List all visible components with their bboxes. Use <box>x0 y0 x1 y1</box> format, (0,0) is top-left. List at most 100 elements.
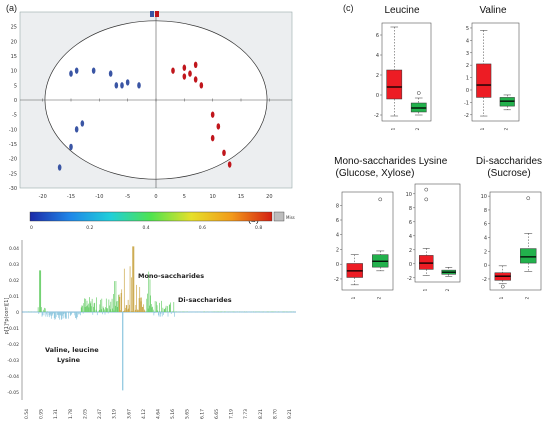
boxplot-x-tick-label: 2 <box>445 288 451 291</box>
boxplot-y-tick-label: -1 <box>464 100 469 106</box>
scatter-point <box>210 111 215 118</box>
colorbar-tick-label: 0 <box>30 225 33 231</box>
line-y-tick-label: -0.03 <box>7 358 19 364</box>
x-tick-label: 0 <box>154 194 157 200</box>
boxplot-y-tick-label: 10 <box>481 194 487 200</box>
boxplot-x-tick-label: 1 <box>480 127 486 130</box>
x-tick-label: 5 <box>183 194 186 200</box>
boxplot-y-tick-label: 8 <box>484 208 487 214</box>
scatter-point <box>125 79 130 86</box>
boxplot-x-tick-label: 1 <box>390 127 396 130</box>
line-x-tick-label: 2.47 <box>97 409 103 419</box>
boxplot-title-leucine: Leucine <box>384 5 420 16</box>
line-x-tick-label: 7.19 <box>229 409 235 419</box>
boxplot-x-tick-label: 2 <box>524 296 530 299</box>
x-tick-label: 10 <box>209 194 215 200</box>
line-y-tick-label: -0.01 <box>7 326 19 332</box>
annotation-disaccharides: Di-saccharides <box>178 296 232 304</box>
line-x-tick-label: 0.54 <box>24 409 30 419</box>
boxplot-y-tick-label: 4 <box>466 38 469 44</box>
panel-label-a: (a) <box>6 3 17 13</box>
boxplot-outlier <box>500 284 505 289</box>
line-x-tick-label: 3.67 <box>126 409 132 419</box>
line-x-tick-label: 2.05 <box>82 409 88 419</box>
boxplot-x-tick-label: 2 <box>376 296 382 299</box>
colorbar-tick-label: 0.8 <box>255 225 262 231</box>
boxplot-y-tick-label: -2 <box>374 113 379 119</box>
boxplot-outlier <box>526 196 531 201</box>
line-x-tick-label: 8.70 <box>272 409 278 419</box>
scatter-point <box>69 143 73 151</box>
boxplot-y-tick-label: 4 <box>484 236 487 242</box>
scatter-point <box>120 82 124 89</box>
line-y-axis-label: p[1]*p(corr)[1] <box>4 298 10 335</box>
y-tick-label: -30 <box>9 186 17 192</box>
scatter-point <box>182 64 187 71</box>
score-scatter-plot: -20 -15 -10 -5 0 5 10 15 20 -30 -25 -20 -15 -10 -5 0 5 10… <box>9 11 293 200</box>
scatter-point <box>74 126 79 133</box>
y-tick-label: 25 <box>11 25 17 31</box>
line-x-tick-label: 4.12 <box>141 409 147 419</box>
line-x-tick-label: 1.78 <box>68 409 74 419</box>
boxplot-box <box>520 248 537 264</box>
boxplot-y-tick-label: 6 <box>484 222 487 228</box>
boxplot-y-tick-label: -2 <box>482 277 487 283</box>
boxplot-y-tick-label: 4 <box>409 234 412 240</box>
colorbar-tick-label: 0.2 <box>86 225 93 231</box>
line-x-tick-label: 5.65 <box>185 409 191 419</box>
boxplot-box <box>476 63 492 98</box>
x-tick-label: 20 <box>266 194 272 200</box>
panel-label-c: (c) <box>343 3 354 13</box>
boxplot-y-tick-label: 0 <box>466 88 469 94</box>
boxplot-y-tick-label: -2 <box>334 277 339 283</box>
boxplot-monosaccharides: -2 0 2 4 6 8 1 2 <box>334 191 394 299</box>
line-x-tick-label: 3.19 <box>112 409 118 419</box>
boxplot-box <box>386 69 403 100</box>
line-x-tick-label: 5.16 <box>170 409 176 419</box>
boxplot-y-tick-label: 5 <box>466 26 469 32</box>
boxplot-title-disaccharides: Di-saccharides (Sucrose) <box>475 156 543 179</box>
y-tick-label: -20 <box>9 157 17 163</box>
y-tick-label: 15 <box>11 54 17 60</box>
line-x-tick-label: 4.64 <box>156 409 162 419</box>
legend-marker <box>150 11 154 17</box>
y-tick-label: -10 <box>9 127 17 133</box>
x-tick-label: 15 <box>238 194 244 200</box>
y-tick-label: 0 <box>14 98 17 104</box>
line-x-tick-label: 7.73 <box>243 409 249 419</box>
scatter-point <box>182 73 187 80</box>
boxplot-y-tick-label: 6 <box>409 220 412 226</box>
boxplot-y-tick-label: 6 <box>336 218 339 224</box>
scatter-point <box>222 149 226 156</box>
scatter-point <box>171 67 175 74</box>
colorbar-missing-swatch <box>273 211 285 222</box>
scatter-point <box>108 70 113 77</box>
boxplot-y-tick-label: 1 <box>466 76 469 82</box>
boxplot-x-tick-label: 2 <box>503 127 509 130</box>
colorbar-gradient <box>29 211 273 222</box>
boxplot-y-tick-label: 0 <box>336 262 339 268</box>
boxplot-outlier <box>424 187 429 192</box>
x-tick-label: -10 <box>95 194 103 200</box>
boxplot-y-tick-label: 0 <box>376 93 379 99</box>
boxplot-y-tick-label: 10 <box>406 192 412 198</box>
boxplot-y-tick-label: -2 <box>464 113 469 119</box>
boxplot-y-tick-label: 2 <box>484 249 487 255</box>
scatter-point <box>114 82 119 89</box>
y-tick-label: -15 <box>9 142 17 148</box>
boxplot-y-tick-label: 0 <box>409 262 412 268</box>
annotation-valine-leucine: Valine, leucine <box>45 346 99 354</box>
boxplot-x-tick-label: 1 <box>499 296 505 299</box>
y-tick-label: -5 <box>12 113 17 119</box>
boxplot-y-tick-label: 0 <box>484 263 487 269</box>
annotation-lysine: Lysine <box>57 356 81 364</box>
scatter-point <box>69 70 73 77</box>
boxplot-outlier <box>378 197 383 202</box>
scatter-point <box>193 76 198 83</box>
line-y-tick-label: 0.03 <box>9 262 19 268</box>
annotation-monosaccharides: Mono-saccharides <box>138 272 204 280</box>
boxplot-y-tick-label: 8 <box>409 206 412 212</box>
boxplot-y-tick-label: 3 <box>466 51 469 57</box>
boxplot-y-tick-label: 2 <box>409 248 412 254</box>
